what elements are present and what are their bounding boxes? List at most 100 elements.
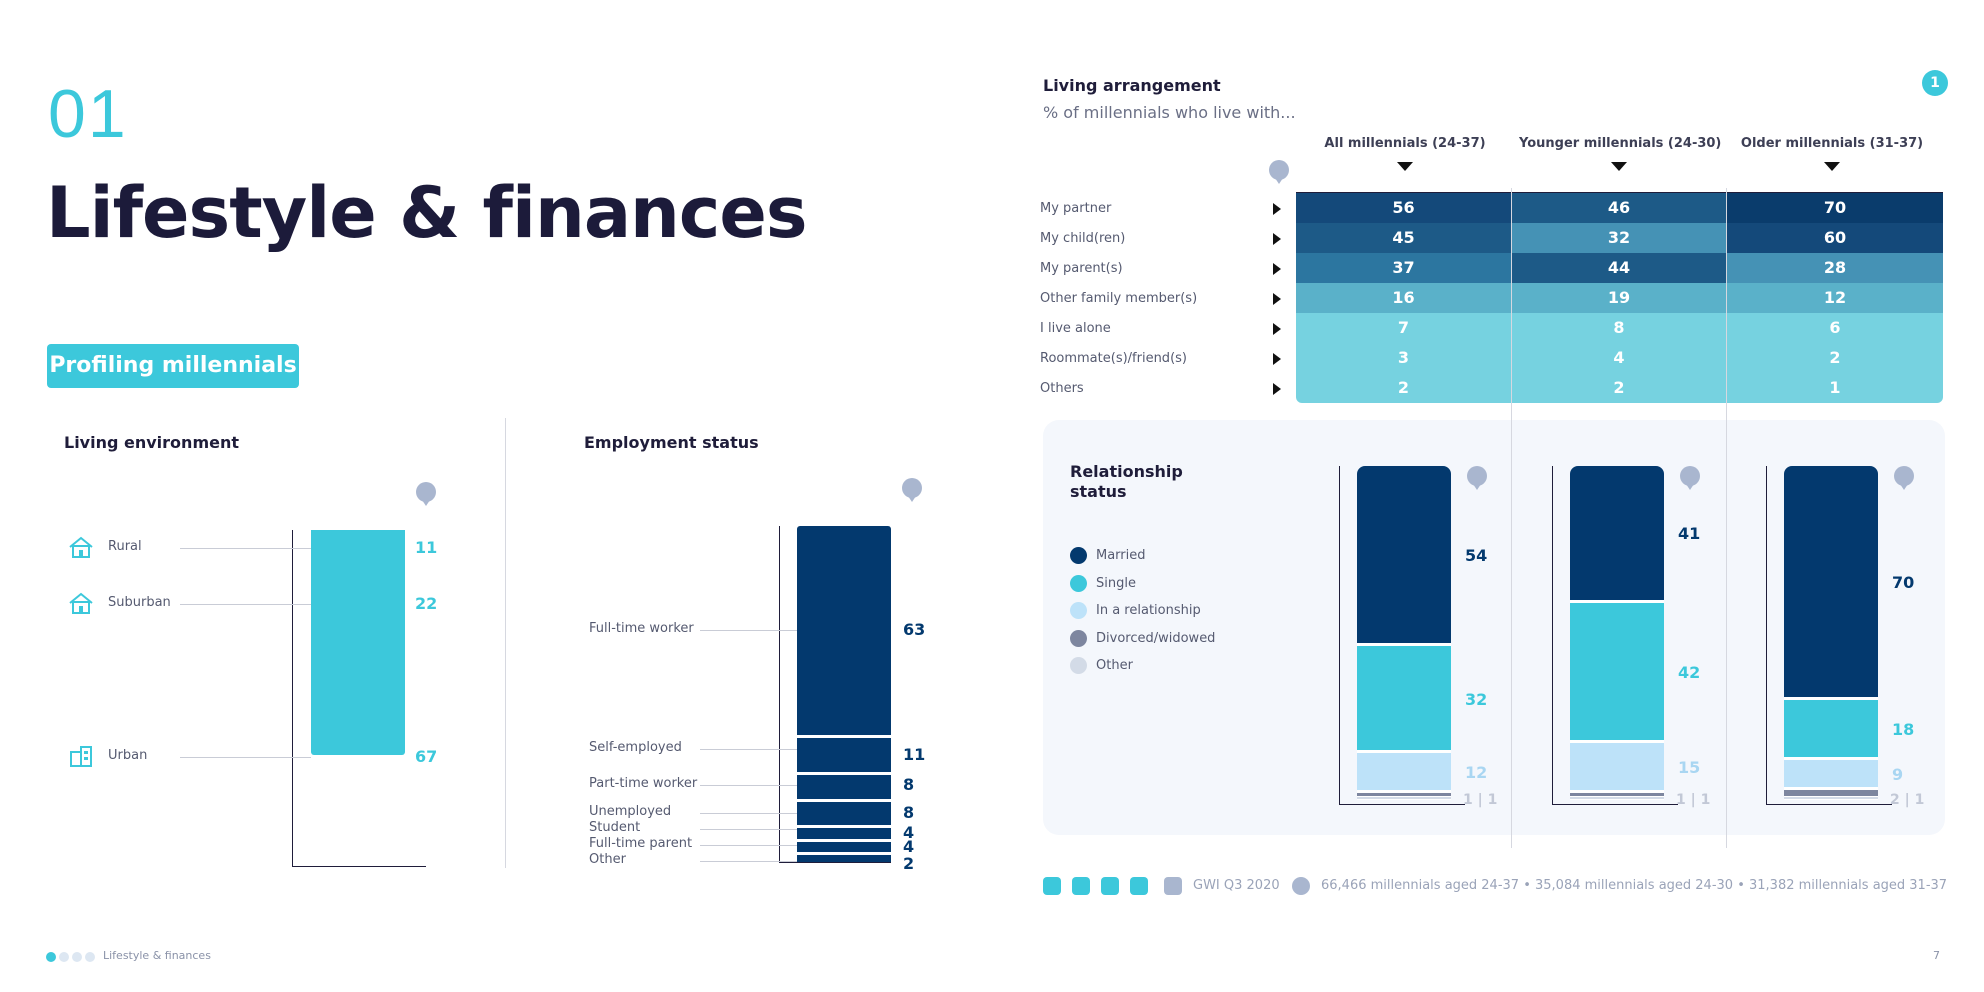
value-label: 18 bbox=[1892, 719, 1915, 739]
bar-in-a-relationship bbox=[1357, 753, 1451, 794]
table-cell: 44 bbox=[1512, 253, 1726, 283]
legend-label-in-a-relationship: In a relationship bbox=[1096, 603, 1201, 618]
bar-single bbox=[1784, 699, 1878, 760]
row-arrow-icon bbox=[1273, 263, 1281, 275]
value-label: 63 bbox=[903, 620, 926, 639]
footer-page-label: Lifestyle & finances bbox=[103, 949, 211, 962]
category-label: Self-employed bbox=[589, 740, 682, 755]
pin-icon bbox=[416, 482, 436, 506]
table-cell: 70 bbox=[1727, 193, 1943, 223]
x-axis bbox=[1552, 804, 1678, 805]
bar-divorced-widowed bbox=[1784, 789, 1878, 797]
connector-line bbox=[180, 604, 311, 605]
small-value-label: 1 | 1 bbox=[1676, 792, 1711, 808]
bar-in-a-relationship bbox=[1784, 759, 1878, 790]
bar-self-employed bbox=[797, 737, 891, 775]
value-label: 22 bbox=[415, 594, 438, 613]
table-cell: 7 bbox=[1296, 313, 1511, 343]
value-label: 4 bbox=[903, 837, 915, 856]
x-axis bbox=[779, 862, 891, 863]
category-label: Part-time worker bbox=[589, 776, 698, 791]
table-cell: 16 bbox=[1296, 283, 1511, 313]
connector-line bbox=[700, 829, 797, 830]
bar-single bbox=[1570, 602, 1664, 744]
connector-line bbox=[700, 785, 797, 786]
page-dot bbox=[59, 952, 69, 962]
suburban-house-icon bbox=[68, 591, 94, 615]
table-cell: 2 bbox=[1296, 373, 1511, 403]
table-cell: 3 bbox=[1296, 343, 1511, 373]
value-label: 8 bbox=[903, 775, 915, 794]
value-label: 32 bbox=[1465, 689, 1488, 709]
legend-swatch-single bbox=[1070, 574, 1087, 592]
bar-single bbox=[1357, 646, 1451, 754]
row-label: My parent(s) bbox=[1040, 261, 1123, 276]
value-label: 70 bbox=[1892, 572, 1915, 592]
rural-house-icon bbox=[68, 535, 94, 559]
y-axis bbox=[292, 530, 293, 866]
pin-icon bbox=[1269, 160, 1289, 184]
row-arrow-icon bbox=[1273, 383, 1281, 395]
table-cell: 19 bbox=[1512, 283, 1726, 313]
table-cell: 28 bbox=[1727, 253, 1943, 283]
legend-swatch-married bbox=[1070, 547, 1087, 564]
y-axis bbox=[779, 526, 780, 862]
legend-swatch-divorced-widowed bbox=[1070, 629, 1087, 647]
column-sort-icon bbox=[1824, 162, 1840, 171]
living-arrangement-title: Living arrangement bbox=[1043, 76, 1221, 95]
category-label: Urban bbox=[108, 748, 148, 763]
table-cell: 6 bbox=[1727, 313, 1943, 343]
chart-icon bbox=[1072, 877, 1090, 895]
bar-other bbox=[1784, 796, 1878, 800]
page-dot bbox=[85, 952, 95, 962]
bar-divorced-widowed bbox=[1357, 793, 1451, 797]
people-icon bbox=[1292, 877, 1310, 895]
y-axis bbox=[1766, 466, 1767, 804]
value-label: 15 bbox=[1678, 758, 1701, 778]
column-sort-icon bbox=[1611, 162, 1627, 171]
value-label: 4 bbox=[903, 823, 915, 842]
page-number: 7 bbox=[1933, 949, 1940, 962]
category-label: Rural bbox=[108, 539, 142, 554]
row-label: I live alone bbox=[1040, 321, 1111, 336]
info-badge[interactable]: 1 bbox=[1922, 70, 1948, 96]
value-label: 11 bbox=[415, 538, 438, 557]
relationship-status-title: Relationship status bbox=[1070, 462, 1183, 501]
pin-icon bbox=[902, 478, 922, 502]
table-cell: 56 bbox=[1296, 193, 1511, 223]
table-cell: 46 bbox=[1512, 193, 1726, 223]
row-arrow-icon bbox=[1273, 203, 1281, 215]
employment-status-title: Employment status bbox=[584, 433, 759, 452]
legend-label-other: Other bbox=[1096, 658, 1133, 673]
column-header: All millennials (24-37) bbox=[1324, 136, 1486, 151]
bar-married bbox=[1357, 466, 1451, 647]
connector-line bbox=[180, 548, 311, 549]
table-cell: 12 bbox=[1727, 283, 1943, 313]
calendar-icon bbox=[1164, 877, 1182, 895]
bar-part-time-worker bbox=[797, 774, 891, 802]
x-axis bbox=[1766, 804, 1892, 805]
table-cell: 60 bbox=[1727, 223, 1943, 253]
connector-line bbox=[700, 861, 797, 862]
table-top-line bbox=[1296, 192, 1943, 193]
bar-urban bbox=[311, 530, 405, 756]
column-divider bbox=[1511, 188, 1512, 848]
bar-full-time-worker bbox=[797, 526, 891, 738]
table-cell: 4 bbox=[1512, 343, 1726, 373]
legend-label-married: Married bbox=[1096, 548, 1146, 563]
value-label: 12 bbox=[1465, 763, 1488, 783]
connector-line bbox=[700, 749, 797, 750]
table-cell: 1 bbox=[1727, 373, 1943, 403]
row-label: My child(ren) bbox=[1040, 231, 1126, 246]
bar-married bbox=[1570, 466, 1664, 603]
column-header: Younger millennials (24-30) bbox=[1519, 136, 1722, 151]
value-label: 67 bbox=[415, 747, 438, 766]
bar-other bbox=[1570, 796, 1664, 800]
bar-married bbox=[1784, 466, 1878, 700]
legend-swatch-other bbox=[1070, 657, 1087, 674]
base-text: 66,466 millennials aged 24-37 • 35,084 m… bbox=[1321, 878, 1948, 893]
divider bbox=[505, 418, 506, 868]
small-value-label: 2 | 1 bbox=[1890, 792, 1925, 808]
table-cell: 32 bbox=[1512, 223, 1726, 253]
x-axis bbox=[1339, 804, 1465, 805]
